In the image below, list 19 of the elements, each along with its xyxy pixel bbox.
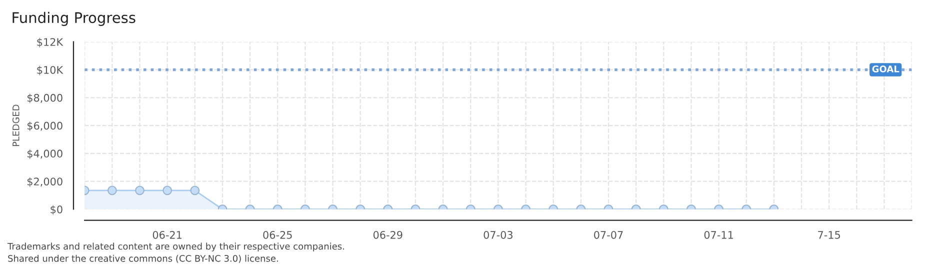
x-tick-label: 7-15: [818, 231, 840, 239]
x-tick-label: 06-21: [152, 230, 182, 239]
y-tick-label: $6,000: [27, 122, 62, 132]
text: Trademarks and related content are owned by their respective companies.: [7, 242, 344, 252]
x-tick-label: 07-07: [594, 230, 623, 239]
y-tick-label: $0: [50, 205, 62, 215]
y-axis-title: PLEDGED: [12, 104, 20, 146]
ref-line-label: GOAL: [872, 66, 900, 72]
y-tick-label: $2,000: [27, 177, 62, 187]
x-tick-label: 07-11: [704, 230, 733, 239]
y-tick-label: $8,000: [27, 94, 62, 104]
chart-title: Funding Progress: [12, 12, 136, 26]
y-tick-label: $4,000: [27, 149, 62, 159]
y-tick-label: $12K: [37, 38, 64, 48]
y-tick-label: $10K: [37, 66, 64, 76]
x-tick-label: 06-29: [373, 230, 402, 239]
text: Shared under the creative commons (CC BY-NC 3.0) license.: [8, 254, 278, 263]
x-tick-label: 07-03: [484, 230, 512, 239]
x-tick-label: 06-25: [263, 230, 292, 239]
